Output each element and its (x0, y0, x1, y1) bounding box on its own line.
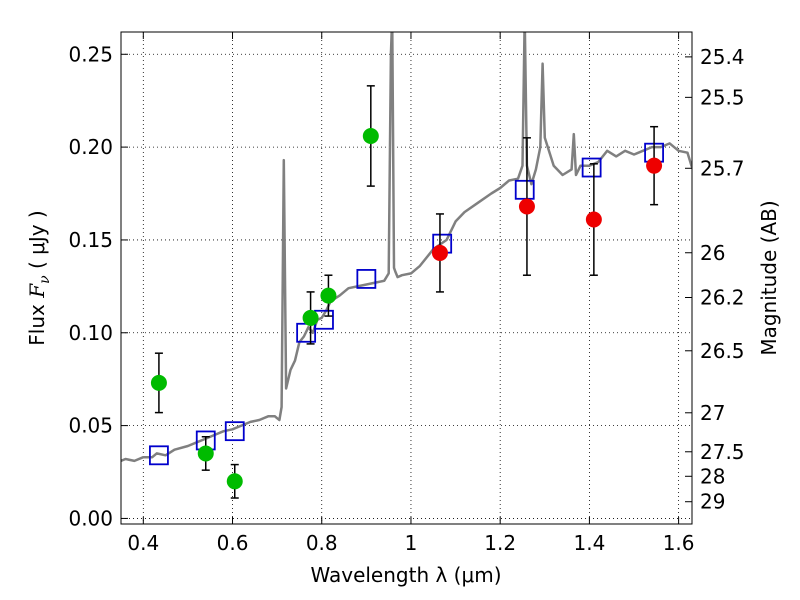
y-tick-label: 0.05 (68, 414, 113, 438)
y2-tick-label: 27 (700, 401, 725, 425)
observed-optical-point (302, 309, 319, 326)
observed-nir-point (518, 198, 535, 215)
y2-tick-label: 29 (700, 490, 725, 514)
axis-ticks: 0.4 0.6 0.8 1 1.2 1.4 1.6 0.00 0.05 0.10 0.15 0.20 0… (68, 32, 745, 555)
model-square (224, 421, 245, 442)
plot-frame (120, 31, 693, 525)
model-square (514, 179, 535, 200)
y-axis-label: Flux Fν ( μJy ) (25, 210, 53, 345)
y-tick-label: 0.10 (68, 321, 113, 345)
y-axis-label-suffix: ( μJy ) (25, 210, 49, 275)
y-tick-label: 0.15 (68, 228, 113, 252)
plot-background (121, 32, 692, 524)
y2-tick-label: 26 (700, 241, 725, 265)
x-tick-label: 0.6 (217, 531, 249, 555)
observed-optical-point (197, 445, 214, 462)
y-axis-label-subscript: ν (37, 275, 53, 284)
observed-nir-point (431, 244, 448, 261)
model-square (581, 157, 602, 178)
y2-tick-label: 28 (700, 464, 725, 488)
y-axis-label-symbol: F (25, 283, 49, 299)
x-tick-label: 1.4 (573, 531, 605, 555)
y2-tick-label: 25.4 (700, 45, 745, 69)
observed-nir-point (646, 157, 663, 174)
observed-optical-point (150, 374, 167, 391)
y2-tick-label: 26.5 (700, 339, 745, 363)
y-axis-label-prefix: Flux (25, 298, 49, 346)
observed-optical-point (226, 473, 243, 490)
observed-optical-point (362, 127, 379, 144)
x-axis-label: Wavelength λ (μm) (310, 563, 501, 587)
observed-nir-point (585, 211, 602, 228)
y2-tick-label: 27.5 (700, 440, 745, 464)
y2-axis-label: Magnitude (AB) (757, 200, 781, 355)
model-square (356, 269, 377, 289)
x-tick-label: 1.2 (484, 531, 516, 555)
x-tick-label: 1 (405, 531, 418, 555)
y-tick-label: 0.25 (68, 42, 113, 66)
x-tick-label: 1.6 (663, 531, 695, 555)
observed-points (150, 127, 663, 490)
y-tick-label: 0.20 (68, 135, 113, 159)
y-tick-label: 0.00 (68, 506, 113, 530)
x-tick-label: 0.8 (306, 531, 338, 555)
y2-tick-label: 26.2 (700, 285, 745, 309)
model-photometry (149, 142, 664, 466)
x-tick-label: 0.4 (127, 531, 159, 555)
y2-tick-label: 25.5 (700, 85, 745, 109)
model-square (149, 445, 169, 466)
observed-optical-point (320, 287, 337, 304)
y2-tick-label: 25.7 (700, 156, 745, 180)
